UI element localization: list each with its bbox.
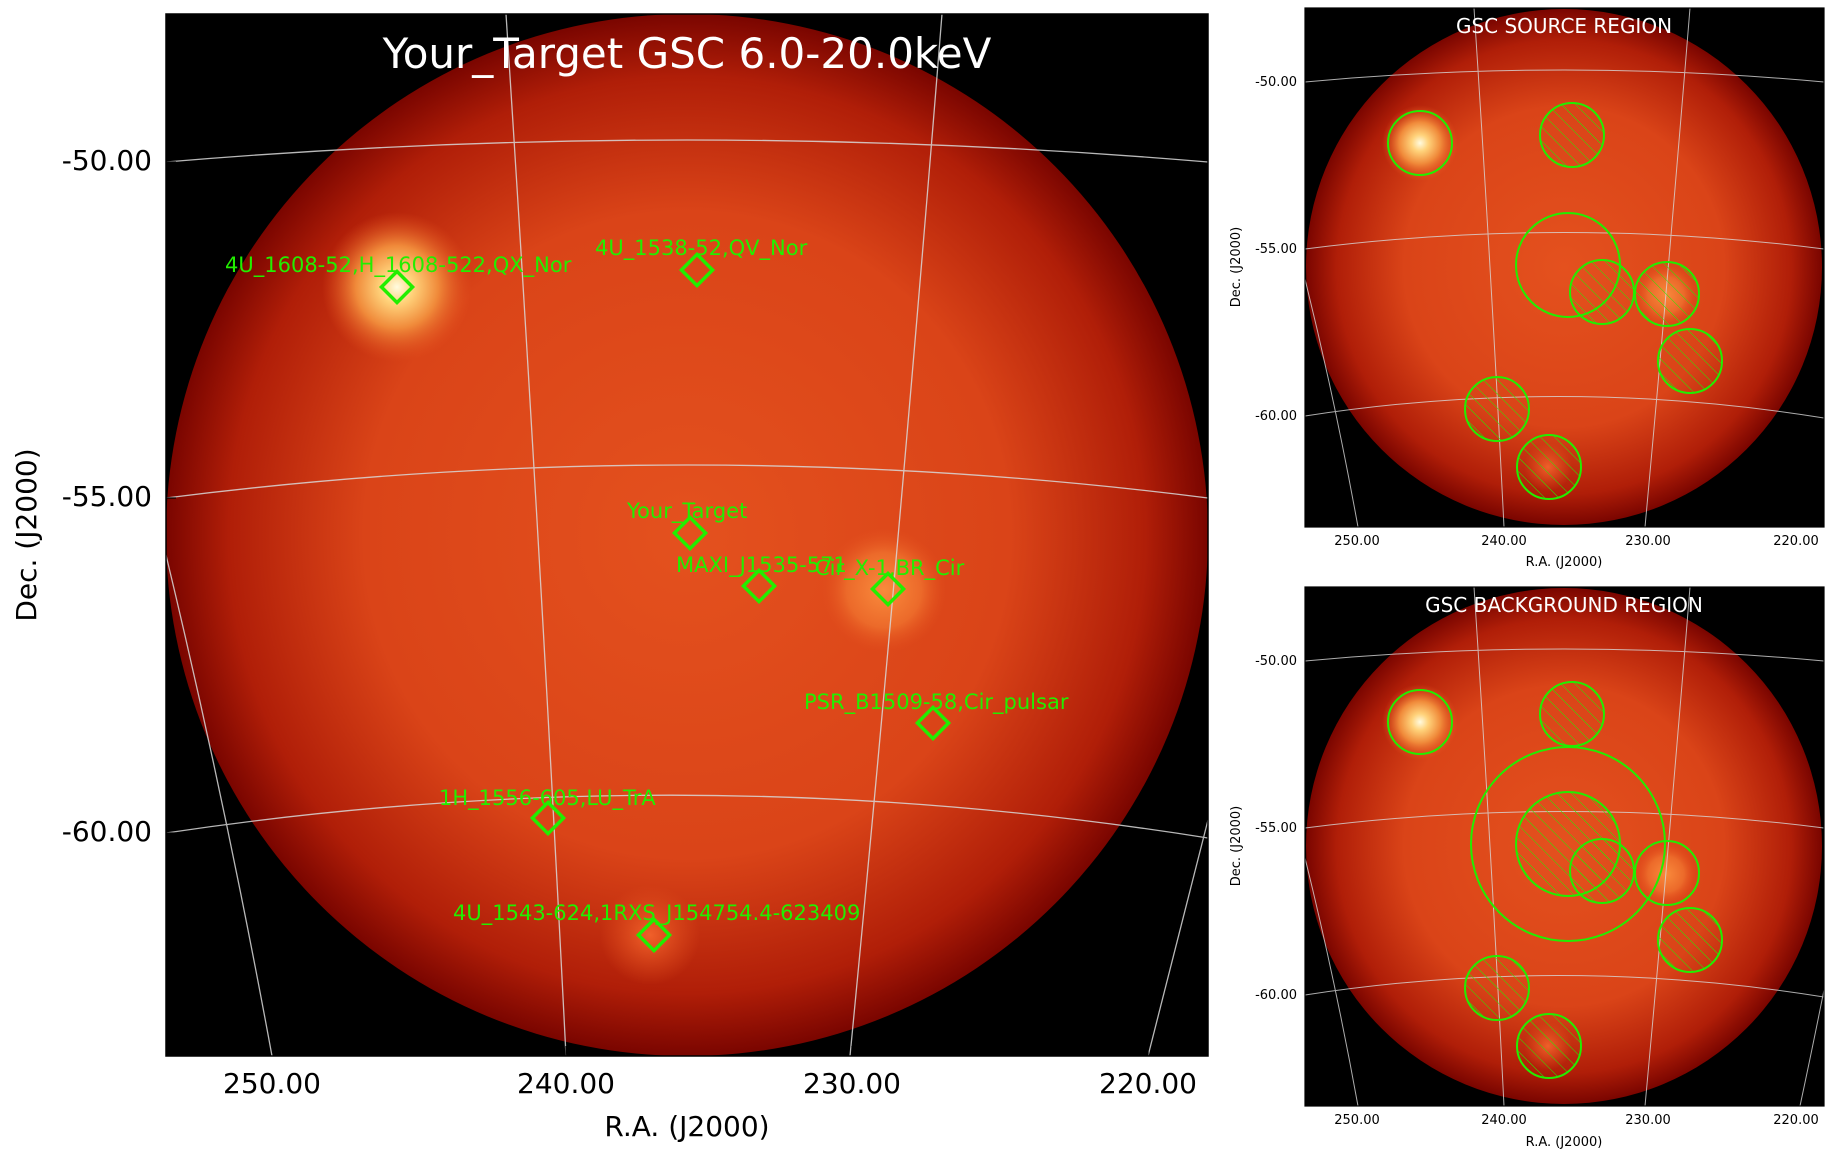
main-xlabel: R.A. (J2000) bbox=[604, 1110, 769, 1143]
background-panel-grid bbox=[1305, 587, 1824, 1106]
main-frame bbox=[165, 13, 1209, 1057]
source-marker-1h1556 bbox=[529, 799, 567, 837]
source-extraction-circle bbox=[1515, 212, 1621, 318]
main-exposure-disk bbox=[166, 14, 1208, 1056]
main-title: Your_Target GSC 6.0-20.0keV bbox=[382, 29, 992, 78]
source-panel-frame bbox=[1304, 7, 1825, 528]
background-panel-ytick-3: -60.00 bbox=[1255, 988, 1297, 1003]
excluded-region-1h1556 bbox=[1464, 376, 1530, 442]
main-cirx1-glow bbox=[822, 528, 946, 652]
main-panel: Your_Target GSC 6.0-20.0keV -50.00 -55.0… bbox=[10, 13, 1209, 1143]
background-panel-xlabel: R.A. (J2000) bbox=[1526, 1135, 1603, 1150]
background-panel-ytick-1: -50.00 bbox=[1255, 654, 1297, 669]
source-panel-ytick-3: -60.00 bbox=[1255, 409, 1297, 424]
main-xtick-2: 240.00 bbox=[517, 1067, 615, 1100]
bg-excluded-region-4u1543 bbox=[1516, 1013, 1582, 1079]
bg-excluded-region-4u1608 bbox=[1387, 689, 1453, 755]
excluded-region-4u1538 bbox=[1539, 102, 1605, 168]
source-markers bbox=[378, 251, 952, 954]
source-marker-psr-b1509 bbox=[914, 704, 952, 742]
background-annulus-outer bbox=[1470, 746, 1666, 942]
source-region-circles bbox=[1387, 102, 1723, 500]
background-panel-ylabel: Dec. (J2000) bbox=[1229, 806, 1244, 886]
excluded-region-4u1543 bbox=[1516, 434, 1582, 500]
background-panel-xtick-4: 220.00 bbox=[1773, 1113, 1819, 1128]
background-panel-xtick-3: 230.00 bbox=[1625, 1113, 1671, 1128]
source-panel-title: GSC SOURCE REGION bbox=[1456, 14, 1672, 38]
source-panel-bright-glow bbox=[1382, 105, 1458, 181]
source-panel-xlabel: R.A. (J2000) bbox=[1526, 555, 1603, 570]
source-panel-ytick-1: -50.00 bbox=[1255, 75, 1297, 90]
source-panel-xtick-2: 240.00 bbox=[1481, 534, 1527, 549]
background-panel-xtick-1: 250.00 bbox=[1334, 1113, 1380, 1128]
background-panel-bright-glow bbox=[1382, 684, 1458, 760]
background-panel-frame bbox=[1304, 586, 1825, 1107]
main-ytick-3: -60.00 bbox=[62, 815, 152, 848]
source-label-4u1608: 4U_1608-52,H_1608-522,QX_Nor bbox=[225, 253, 572, 278]
main-ytick-2: -55.00 bbox=[62, 480, 152, 513]
source-marker-4u1543 bbox=[635, 916, 673, 954]
excluded-region-maxi-j1535 bbox=[1569, 259, 1635, 325]
source-panel-ytick-2: -55.00 bbox=[1255, 242, 1297, 257]
bg-excluded-region-maxi-j1535 bbox=[1569, 838, 1635, 904]
excluded-region-4u1608 bbox=[1387, 110, 1453, 176]
bg-excluded-region-cirx1 bbox=[1634, 840, 1700, 906]
excluded-region-cirx1 bbox=[1634, 261, 1700, 327]
source-panel-xtick-4: 220.00 bbox=[1773, 534, 1819, 549]
main-weak-source-glow bbox=[600, 885, 700, 985]
bg-excluded-region-4u1538 bbox=[1539, 681, 1605, 747]
source-label-4u1538: 4U_1538-52,QV_Nor bbox=[595, 236, 808, 261]
background-region-panel: GSC BACKGROUND REGION -50.00 -55.00 -60.… bbox=[1229, 586, 1825, 1150]
source-label-psr-b1509: PSR_B1509-58,Cir_pulsar bbox=[804, 690, 1069, 715]
main-ylabel: Dec. (J2000) bbox=[10, 448, 43, 621]
source-region-panel: GSC SOURCE REGION -50.00 -55.00 -60.00 2… bbox=[1229, 7, 1825, 570]
source-label-your-target: Your_Target bbox=[626, 499, 747, 524]
source-panel-xtick-1: 250.00 bbox=[1334, 534, 1380, 549]
main-bright-source-glow bbox=[322, 212, 472, 362]
source-marker-4u1538 bbox=[678, 251, 716, 289]
main-xtick-3: 230.00 bbox=[803, 1067, 901, 1100]
main-xtick-1: 250.00 bbox=[223, 1067, 321, 1100]
source-label-1h1556: 1H_1556-605,LU_TrA bbox=[439, 786, 656, 811]
excluded-region-psr-b1509 bbox=[1657, 328, 1723, 394]
source-label-maxi-j1535: MAXI_J1535-571 bbox=[676, 553, 847, 578]
source-marker-your-target bbox=[671, 514, 709, 552]
bg-excluded-region-1h1556 bbox=[1464, 955, 1530, 1021]
main-coordinate-grid bbox=[166, 14, 1208, 1056]
source-label-cirx1: Cir_X-1,BR_Cir bbox=[815, 556, 965, 581]
background-panel-xtick-2: 240.00 bbox=[1481, 1113, 1527, 1128]
background-region-circles bbox=[1387, 681, 1723, 1079]
main-ytick-1: -50.00 bbox=[62, 144, 152, 177]
main-tick-marks bbox=[166, 161, 1149, 1056]
source-panel-ylabel: Dec. (J2000) bbox=[1229, 227, 1244, 307]
main-xtick-4: 220.00 bbox=[1099, 1067, 1197, 1100]
source-label-4u1543: 4U_1543-624,1RXS_J154754.4-623409 bbox=[453, 901, 860, 926]
source-panel-xtick-3: 230.00 bbox=[1625, 534, 1671, 549]
source-labels: 4U_1608-52,H_1608-522,QX_Nor 4U_1538-52,… bbox=[225, 236, 1069, 926]
bg-excluded-region-psr-b1509 bbox=[1657, 907, 1723, 973]
background-panel-ytick-2: -55.00 bbox=[1255, 821, 1297, 836]
source-marker-cirx1 bbox=[869, 570, 907, 608]
source-marker-maxi-j1535 bbox=[740, 567, 778, 605]
source-marker-4u1608 bbox=[378, 268, 416, 306]
background-panel-title: GSC BACKGROUND REGION bbox=[1425, 593, 1703, 617]
